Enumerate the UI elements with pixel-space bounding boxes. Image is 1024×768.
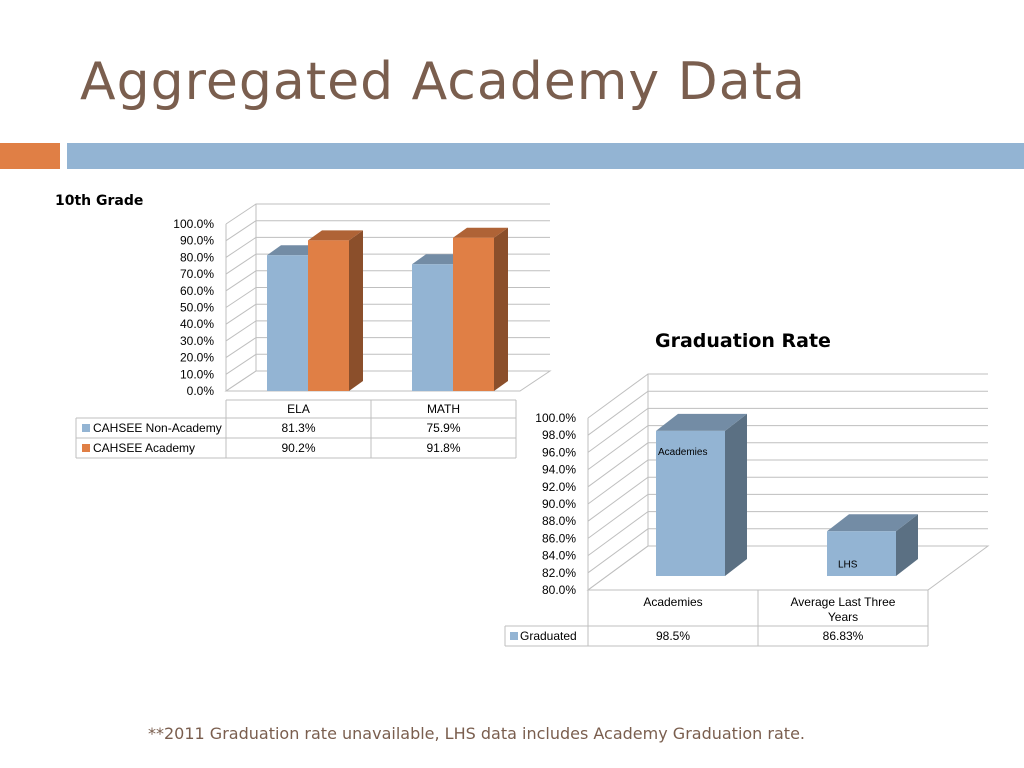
chart2-y-tick-label: 98.0% <box>542 428 576 442</box>
chart1-gridline <box>225 203 550 225</box>
chart2-y-tick-label: 80.0% <box>542 583 576 597</box>
chart1-y-tick-label: 100.0% <box>173 217 214 231</box>
legend-swatch <box>82 424 90 432</box>
chart1-gridline <box>225 236 550 258</box>
chart2-y-tick-label: 96.0% <box>542 445 576 459</box>
bar-math-academy-top <box>453 227 508 238</box>
chart2-gridline <box>587 493 988 539</box>
chart1-y-tick-label: 80.0% <box>180 250 214 264</box>
chart2-floor <box>586 545 990 591</box>
chart2-y-tick-label: 82.0% <box>542 566 576 580</box>
bar-average-last-three-years-side <box>896 514 918 576</box>
bar-academies-top <box>656 413 747 431</box>
chart2-y-tick-label: 84.0% <box>542 549 576 563</box>
x-category-label: ELA <box>287 402 310 416</box>
bar-math-academy-side <box>494 227 508 391</box>
chart1-y-tick-label: 70.0% <box>180 267 214 281</box>
bar-ela-non-academy <box>267 255 308 391</box>
bar-average-last-three-years-top <box>827 514 918 532</box>
bar-math-academy <box>453 237 494 391</box>
data-label: 98.5% <box>656 629 690 643</box>
legend-series-name: CAHSEE Non-Academy <box>93 421 222 435</box>
bar-ela-academy-side <box>349 230 363 391</box>
chart2-gridline <box>587 425 988 471</box>
bar-ela-academy <box>308 240 349 391</box>
bar-academies-side <box>725 413 747 576</box>
x-category-label: MATH <box>427 402 460 416</box>
data-label: 90.2% <box>281 441 315 455</box>
slide-title: Aggregated Academy Data <box>80 52 806 112</box>
data-label: 91.8% <box>426 441 460 455</box>
chart2-gridline <box>587 407 988 453</box>
chart2-y-tick-label: 90.0% <box>542 497 576 511</box>
chart1-y-tick-label: 60.0% <box>180 284 214 298</box>
chart1-y-tick-label: 0.0% <box>187 384 215 398</box>
accent-bar <box>0 143 60 169</box>
chart1-y-tick-label: 10.0% <box>180 367 214 381</box>
chart1-gridline <box>225 220 550 242</box>
chart2-gridline <box>587 442 988 488</box>
header-rule <box>67 143 1024 169</box>
legend-series-name: Graduated <box>520 629 577 643</box>
chart2-y-tick-label: 94.0% <box>542 463 576 477</box>
chart2-y-tick-label: 92.0% <box>542 480 576 494</box>
chart1-gridline <box>225 253 550 275</box>
data-label: 81.3% <box>281 421 315 435</box>
bar-inner-label: LHS <box>838 559 858 570</box>
chart2-gridline <box>587 545 988 591</box>
legend-swatch <box>510 632 518 640</box>
chart1-y-tick-label: 50.0% <box>180 301 214 315</box>
bar-average-last-three-years <box>827 531 896 576</box>
legend-swatch <box>82 444 90 452</box>
data-label: 75.9% <box>426 421 460 435</box>
chart-title-10th-grade: 10th Grade <box>55 193 144 209</box>
bar-math-non-academy <box>412 264 453 391</box>
bar-ela-academy-top <box>308 230 363 241</box>
bar-academies <box>656 430 725 576</box>
data-label: 86.83% <box>823 629 864 643</box>
chart2-gridline <box>587 511 988 557</box>
footnote: **2011 Graduation rate unavailable, LHS … <box>148 724 805 743</box>
x-category-label: Average Last Three Years <box>791 595 896 624</box>
chart-title-graduation-rate: Graduation Rate <box>655 330 831 352</box>
chart2-gridline <box>587 476 988 522</box>
chart1-y-tick-label: 40.0% <box>180 317 214 331</box>
chart1-y-tick-label: 30.0% <box>180 334 214 348</box>
chart2-gridline <box>587 459 988 505</box>
chart1-y-tick-label: 20.0% <box>180 351 214 365</box>
chart1-y-tick-label: 90.0% <box>180 234 214 248</box>
x-category-label: Academies <box>643 595 702 609</box>
chart2-y-tick-label: 100.0% <box>535 411 576 425</box>
chart2-gridline <box>587 373 988 419</box>
chart2-y-tick-label: 88.0% <box>542 514 576 528</box>
legend-series-name: CAHSEE Academy <box>93 441 195 455</box>
chart2-gridline <box>587 390 988 436</box>
chart2-y-tick-label: 86.0% <box>542 531 576 545</box>
bar-inner-label: Academies <box>658 447 707 458</box>
